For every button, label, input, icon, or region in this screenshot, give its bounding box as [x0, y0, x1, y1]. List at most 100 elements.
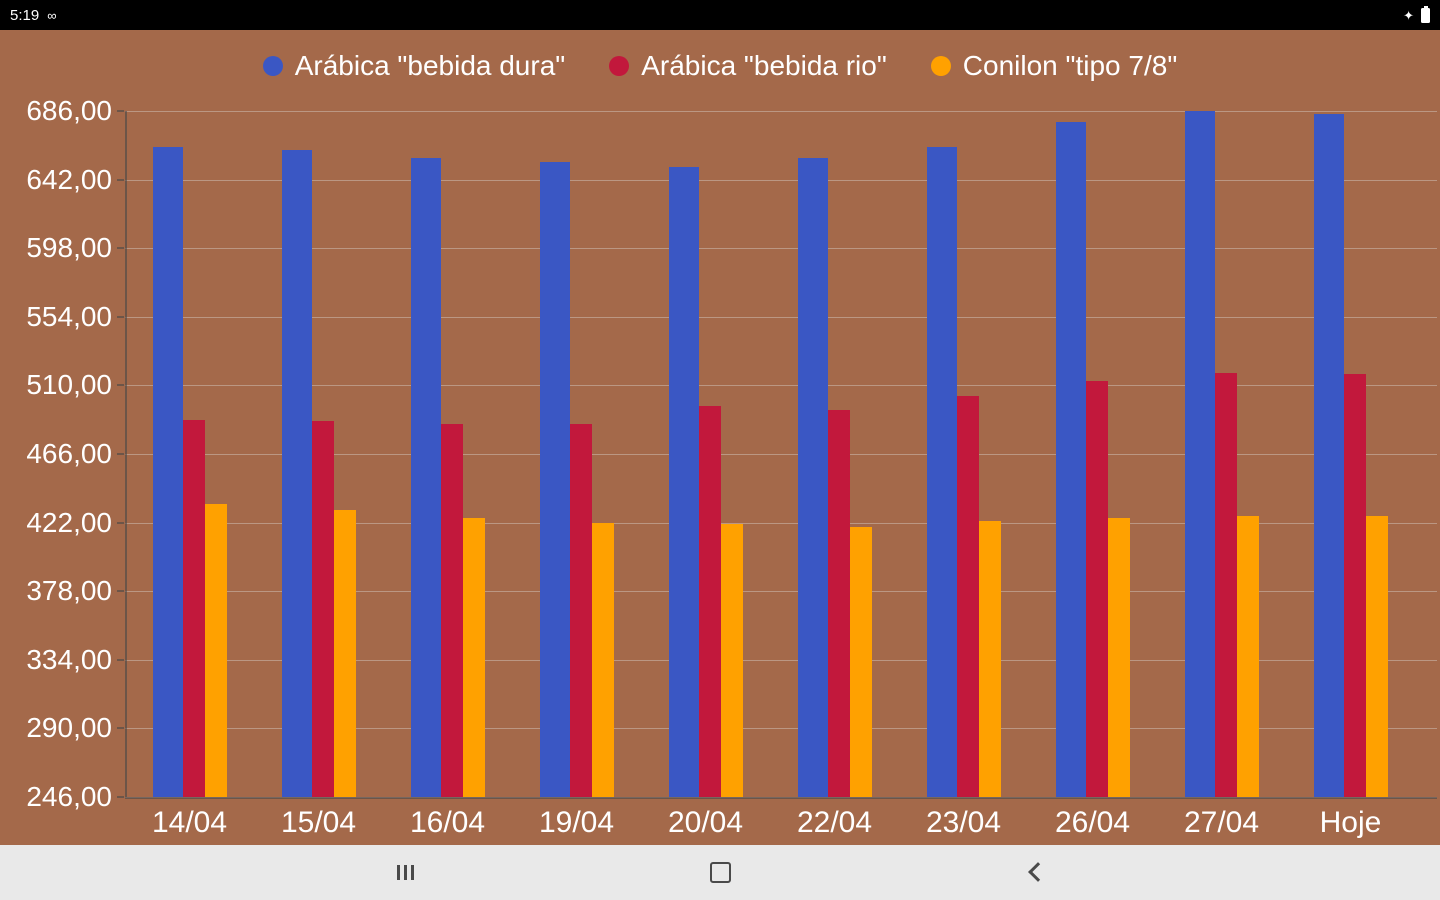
y-axis-tick — [117, 384, 124, 387]
gridline — [125, 728, 1437, 730]
bar-27-04-s1 — [1214, 372, 1237, 797]
bar-16-04-s0 — [410, 157, 441, 797]
recents-button[interactable] — [385, 852, 425, 892]
status-bar-right: ✦ — [1403, 5, 1430, 23]
bar-16-04-s2 — [462, 517, 485, 797]
legend-item-2: Conilon "tipo 7/8" — [930, 50, 1178, 82]
legend-item-1: Arábica "bebida rio" — [609, 50, 887, 82]
bar-26-04-s1 — [1085, 380, 1108, 797]
bar-22-04-s0 — [797, 157, 828, 797]
back-button[interactable] — [1015, 852, 1055, 892]
gridline — [125, 316, 1437, 318]
y-axis-label: 334,00 — [26, 643, 112, 675]
x-axis-label: 14/04 — [151, 806, 228, 839]
battery-icon — [1421, 5, 1430, 23]
navigation-bar — [0, 845, 1440, 900]
bar-19-04-s0 — [539, 162, 570, 797]
y-axis-label: 422,00 — [26, 506, 112, 538]
home-button[interactable] — [700, 852, 740, 892]
y-axis-tick — [117, 521, 124, 524]
gridline — [125, 111, 1437, 112]
y-axis-label: 246,00 — [26, 781, 112, 812]
x-axis-label: 26/04 — [1054, 806, 1131, 839]
y-axis-label: 466,00 — [26, 438, 112, 469]
y-axis-label: 378,00 — [26, 575, 112, 607]
x-axis-label: 23/04 — [925, 806, 1002, 839]
gridline — [125, 179, 1437, 181]
bar-23-04-s0 — [926, 146, 957, 797]
y-axis-tick — [117, 110, 124, 112]
bar-20-04-s0 — [668, 167, 699, 797]
bar-15-04-s0 — [281, 149, 312, 797]
y-axis-label: 686,00 — [26, 95, 112, 126]
bar-26-04-s0 — [1055, 121, 1086, 797]
x-axis-line — [125, 797, 1437, 799]
bar-14-04-s2 — [204, 503, 227, 797]
gridline — [125, 248, 1437, 250]
legend-label: Arábica "bebida rio" — [641, 50, 887, 81]
legend-dot-icon — [609, 56, 630, 76]
status-bar-left: 5:19 ∞ — [10, 7, 56, 24]
status-misc-icon: ✦ — [1403, 7, 1414, 23]
legend-label: Conilon "tipo 7/8" — [962, 50, 1178, 81]
y-axis-label: 598,00 — [26, 232, 112, 264]
bar-23-04-s1 — [956, 396, 979, 797]
bar-20-04-s1 — [698, 405, 721, 797]
recents-icon — [396, 864, 414, 880]
bar-hoje-s0 — [1313, 114, 1344, 797]
bar-hoje-s1 — [1343, 374, 1366, 797]
back-icon — [1027, 862, 1048, 882]
legend-dot-icon — [262, 56, 283, 76]
infinity-icon: ∞ — [47, 7, 57, 23]
status-time: 5:19 — [10, 6, 40, 24]
y-axis-tick — [117, 315, 124, 318]
x-axis-label: Hoje — [1319, 806, 1382, 839]
bar-hoje-s2 — [1365, 516, 1388, 797]
gridline — [125, 454, 1437, 455]
gridline — [125, 659, 1437, 661]
status-bar: 5:19 ∞ ✦ — [0, 0, 1440, 30]
y-axis-tick — [117, 796, 124, 798]
gridline — [125, 591, 1437, 593]
bar-20-04-s2 — [720, 524, 743, 797]
legend-item-0: Arábica "bebida dura" — [262, 50, 566, 82]
home-icon — [709, 861, 731, 883]
y-axis-label: 554,00 — [26, 300, 112, 332]
x-axis-label: 22/04 — [796, 806, 873, 839]
bar-16-04-s1 — [440, 424, 463, 797]
y-axis-tick — [117, 247, 124, 250]
bar-22-04-s2 — [849, 527, 872, 797]
legend-label: Arábica "bebida dura" — [294, 50, 566, 81]
y-axis-tick — [117, 658, 124, 661]
bar-23-04-s2 — [978, 521, 1001, 797]
bar-19-04-s1 — [569, 424, 592, 797]
y-axis-label: 290,00 — [26, 712, 112, 744]
y-axis-line — [125, 111, 127, 797]
x-axis-label: 15/04 — [280, 806, 357, 839]
gridline — [125, 522, 1437, 524]
x-axis-label: 19/04 — [538, 806, 615, 839]
chart-legend: Arábica "bebida dura" Arábica "bebida rio… — [0, 44, 1440, 88]
y-axis-label: 510,00 — [26, 369, 112, 401]
x-axis-label: 20/04 — [667, 806, 744, 839]
bar-14-04-s0 — [152, 146, 183, 797]
bar-22-04-s1 — [827, 410, 850, 797]
bar-19-04-s2 — [591, 522, 614, 797]
y-axis-label: 642,00 — [26, 163, 112, 195]
bar-15-04-s1 — [311, 421, 334, 797]
x-axis-label: 27/04 — [1183, 806, 1260, 839]
bar-26-04-s2 — [1107, 517, 1130, 797]
y-axis-tick — [117, 727, 124, 730]
bar-14-04-s1 — [182, 419, 205, 797]
bar-27-04-s2 — [1236, 516, 1259, 797]
y-axis-tick — [117, 178, 124, 181]
bar-15-04-s2 — [333, 510, 356, 797]
gridline — [125, 385, 1437, 387]
legend-dot-icon — [930, 56, 951, 76]
y-axis-tick — [117, 453, 124, 455]
bar-27-04-s0 — [1184, 111, 1215, 797]
x-axis-label: 16/04 — [409, 806, 486, 839]
y-axis-tick — [117, 590, 124, 593]
